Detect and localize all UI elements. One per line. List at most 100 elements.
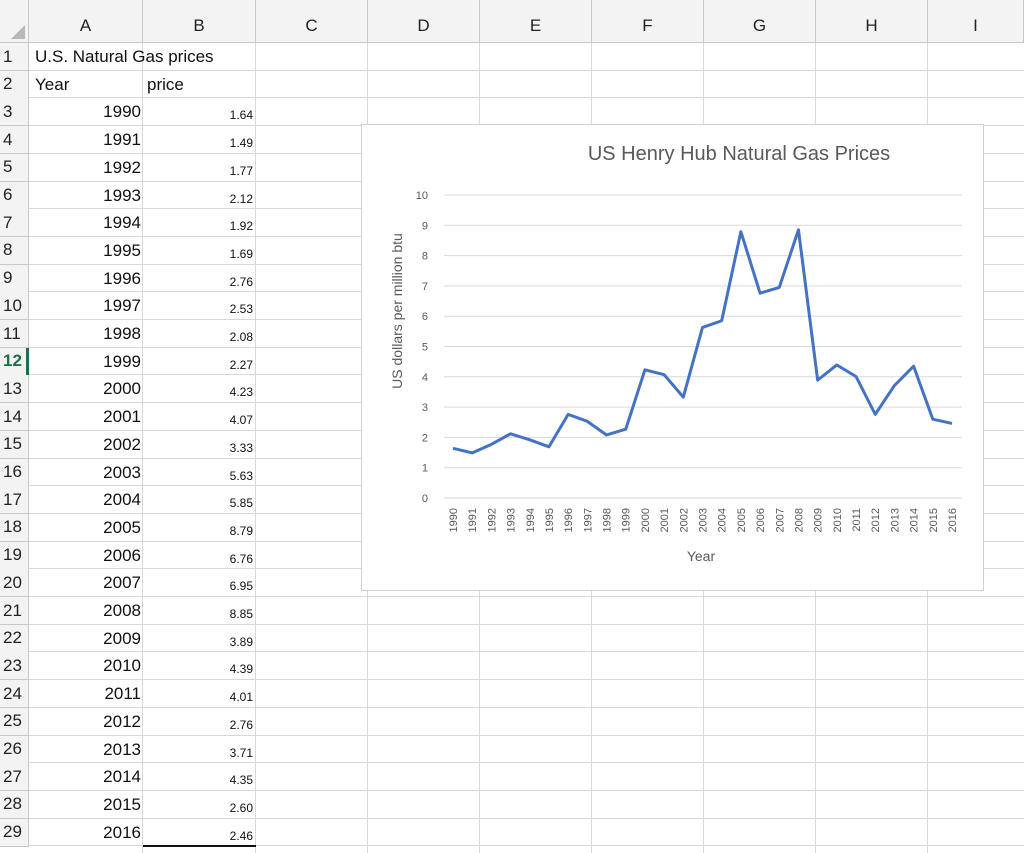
row-header-14[interactable]: 14 — [0, 403, 29, 432]
cell-year[interactable]: 2005 — [103, 517, 141, 537]
line-chart[interactable]: US Henry Hub Natural Gas Prices 0 1 2 3 4 5 6 7… — [361, 124, 984, 591]
row-header-16[interactable]: 16 — [0, 458, 29, 487]
row-header-17[interactable]: 17 — [0, 486, 29, 515]
cell-price[interactable]: 4.07 — [229, 413, 253, 428]
column-header-c[interactable]: C — [256, 0, 368, 43]
row-header-6[interactable]: 6 — [0, 181, 29, 210]
row-header-15[interactable]: 15 — [0, 430, 29, 459]
cell-year[interactable]: 2002 — [103, 434, 141, 454]
row-header-25[interactable]: 25 — [0, 707, 29, 736]
cell-price[interactable]: 1.49 — [229, 136, 253, 151]
cell-year[interactable]: 1991 — [103, 130, 141, 150]
cell-price[interactable]: 4.23 — [229, 385, 253, 400]
cell-year[interactable]: 1994 — [103, 213, 141, 233]
cell-price[interactable]: 5.85 — [229, 496, 253, 511]
cell-year[interactable]: 2003 — [103, 462, 141, 482]
row-header-10[interactable]: 10 — [0, 292, 29, 321]
cell-year[interactable]: 1998 — [103, 324, 141, 343]
cell-year[interactable]: 2011 — [104, 684, 141, 704]
cell-price[interactable]: 8.79 — [229, 523, 253, 538]
cell-year[interactable]: 2001 — [103, 407, 141, 427]
cell-year[interactable]: 1992 — [103, 157, 141, 177]
cell-year[interactable]: 2012 — [103, 711, 141, 731]
cell-year[interactable]: 2008 — [103, 601, 141, 620]
cell-year[interactable]: 1993 — [103, 185, 141, 205]
cell-price[interactable]: 2.76 — [229, 274, 253, 289]
cell-year[interactable]: 2009 — [103, 628, 141, 648]
cell-price[interactable]: 1.64 — [229, 108, 253, 123]
column-header-b[interactable]: B — [143, 0, 256, 43]
cell-price[interactable]: 1.92 — [229, 219, 253, 234]
cell-price[interactable]: 3.71 — [229, 745, 253, 760]
cell-price[interactable]: 2.60 — [229, 800, 253, 815]
cell-price[interactable]: 2.08 — [229, 330, 253, 344]
cell-price[interactable]: 2.12 — [229, 191, 253, 206]
row-header-3[interactable]: 3 — [0, 98, 29, 127]
cell-price[interactable]: 6.76 — [229, 551, 253, 566]
row-header-18[interactable]: 18 — [0, 513, 29, 542]
row-header-11[interactable]: 11 — [0, 320, 29, 348]
cell-year[interactable]: 2016 — [103, 822, 141, 842]
column-header-i[interactable]: I — [928, 0, 1024, 43]
row-header-12[interactable]: 12 — [0, 347, 29, 376]
row-header-7[interactable]: 7 — [0, 209, 29, 238]
row-header-20[interactable]: 20 — [0, 569, 29, 598]
cell-price[interactable]: 3.33 — [229, 440, 253, 455]
cell-year[interactable]: 2000 — [103, 379, 141, 399]
column-header-a[interactable]: A — [29, 0, 143, 43]
row-header-22[interactable]: 22 — [0, 624, 29, 653]
row-header-4[interactable]: 4 — [0, 126, 29, 155]
row-header-19[interactable]: 19 — [0, 541, 29, 570]
column-header-f[interactable]: F — [592, 0, 704, 43]
column-header-e[interactable]: E — [480, 0, 592, 43]
row-header-5[interactable]: 5 — [0, 153, 29, 182]
cell-price[interactable]: 8.85 — [229, 607, 253, 621]
cell-price[interactable]: 4.39 — [229, 662, 253, 677]
row-header-8[interactable]: 8 — [0, 236, 29, 265]
row-header-2[interactable]: 2 — [0, 70, 29, 99]
cell-price[interactable]: 2.76 — [229, 717, 253, 732]
chart-title[interactable]: US Henry Hub Natural Gas Prices — [588, 143, 890, 165]
cell-year[interactable]: 1996 — [103, 268, 141, 288]
row-header-28[interactable]: 28 — [0, 790, 29, 819]
cell-year[interactable]: 2010 — [103, 656, 141, 676]
cell-year[interactable]: 2006 — [103, 545, 141, 565]
cell-price[interactable]: 2.53 — [229, 302, 253, 317]
row-header-13[interactable]: 13 — [0, 375, 29, 404]
cell-price[interactable]: 4.35 — [229, 773, 253, 788]
cell-year[interactable]: 2013 — [103, 739, 141, 759]
row-header-23[interactable]: 23 — [0, 652, 29, 681]
row-header-29[interactable]: 29 — [0, 818, 29, 847]
cell-year[interactable]: 2004 — [103, 490, 141, 510]
cell-year[interactable]: 1997 — [103, 296, 141, 316]
cell-price[interactable]: 3.89 — [229, 634, 253, 649]
column-header-g[interactable]: G — [704, 0, 816, 43]
cell-year[interactable]: 2015 — [103, 794, 141, 814]
cell-year[interactable]: 1995 — [103, 240, 141, 260]
row-header-24[interactable]: 24 — [0, 680, 29, 709]
row-header-27[interactable]: 27 — [0, 763, 29, 792]
column-header-d[interactable]: D — [368, 0, 480, 43]
cell-price[interactable]: 2.27 — [229, 357, 253, 372]
row-header-26[interactable]: 26 — [0, 735, 29, 764]
cell-year[interactable]: 1999 — [103, 351, 141, 371]
cell-a1-title[interactable]: U.S. Natural Gas prices — [35, 47, 214, 66]
cell-price[interactable]: 5.63 — [229, 468, 253, 483]
cell-year[interactable]: 2007 — [103, 573, 141, 593]
cell-b2-price-header[interactable]: price — [147, 75, 184, 94]
cell-price[interactable]: 1.69 — [229, 246, 253, 261]
select-all-corner[interactable] — [0, 0, 29, 43]
row-header-1[interactable]: 1 — [0, 43, 29, 71]
cell-year[interactable]: 2014 — [103, 767, 141, 787]
cell-price[interactable]: 2.46 — [229, 828, 253, 843]
row-header-9[interactable]: 9 — [0, 264, 29, 293]
series-line[interactable] — [452, 228, 953, 455]
cell-a2-year-header[interactable]: Year — [35, 75, 70, 94]
cell-year[interactable]: 1990 — [103, 102, 141, 122]
column-header-h[interactable]: H — [816, 0, 928, 43]
row-header-21[interactable]: 21 — [0, 597, 29, 625]
cell-price[interactable]: 6.95 — [229, 579, 253, 594]
cell-price[interactable]: 4.01 — [229, 690, 253, 705]
cell-price[interactable]: 1.77 — [229, 163, 253, 178]
